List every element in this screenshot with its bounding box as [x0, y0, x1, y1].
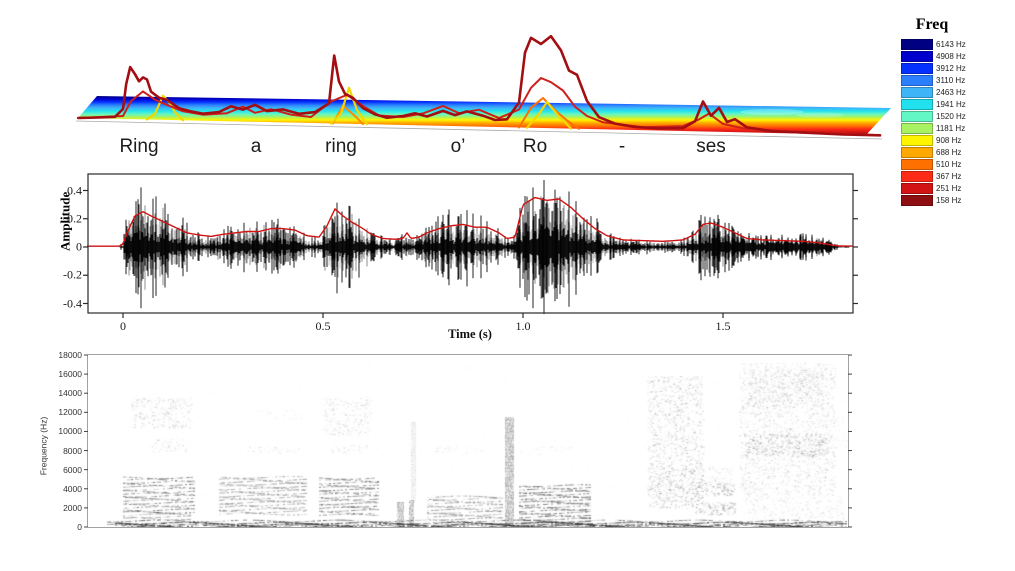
lyric-word: o’: [450, 136, 466, 157]
legend-item: 510 Hz: [901, 158, 966, 170]
legend-item: 367 Hz: [901, 170, 966, 182]
legend-color-swatch: [901, 50, 933, 62]
legend-item: 2463 Hz: [901, 86, 966, 98]
legend-color-swatch: [901, 98, 933, 110]
spectrogram-y-tick-label: 6000: [63, 464, 82, 475]
legend-item-label: 251 Hz: [936, 183, 962, 193]
lyric-word: Ro: [522, 136, 548, 157]
waveform-x-tick-label: 0: [120, 319, 126, 333]
waveform-x-axis-label: Time (s): [448, 327, 492, 341]
legend-item: 3912 Hz: [901, 62, 966, 74]
legend-items: 6143 Hz 4908 Hz 3912 Hz 3110 Hz 2463 Hz 1941 …: [901, 38, 966, 206]
lyric-word: ses: [696, 136, 726, 157]
spectrogram-y-axis-label: Frequency (Hz): [38, 416, 49, 476]
legend-color-swatch: [901, 86, 933, 98]
legend-item-label: 688 Hz: [936, 147, 962, 157]
legend-item-label: 1520 Hz: [936, 111, 966, 121]
legend-item-label: 510 Hz: [936, 159, 962, 169]
legend-color-swatch: [901, 134, 933, 146]
legend-item-label: 3912 Hz: [936, 63, 966, 73]
legend-item-label: 908 Hz: [936, 135, 962, 145]
legend-item: 1941 Hz: [901, 98, 966, 110]
legend-item: 688 Hz: [901, 146, 966, 158]
legend-color-swatch: [901, 170, 933, 182]
legend-color-swatch: [901, 74, 933, 86]
legend-item-label: 4908 Hz: [936, 51, 966, 61]
legend-color-swatch: [901, 122, 933, 134]
legend-color-swatch: [901, 158, 933, 170]
legend-item: 1520 Hz: [901, 110, 966, 122]
waveform-y-tick-label: 0.4: [67, 183, 82, 197]
spectrogram-y-tick-label: 12000: [58, 407, 82, 418]
spectrogram-y-tick-label: 14000: [58, 388, 82, 399]
spectrogram-y-tick-label: 10000: [58, 426, 82, 437]
waveform-x-tick-label: 0.5: [315, 319, 331, 333]
legend-item: 4908 Hz: [901, 50, 966, 62]
legend-item: 6143 Hz: [901, 38, 966, 50]
legend-color-swatch: [901, 146, 933, 158]
legend-item: 3110 Hz: [901, 74, 966, 86]
legend-item-label: 2463 Hz: [936, 87, 966, 97]
waveform-x-tick-label: 1.5: [715, 319, 731, 333]
waveform-x-tick-label: 1.0: [515, 319, 531, 333]
legend-color-swatch: [901, 38, 933, 50]
lyric-word: Ring: [119, 136, 159, 157]
legend-color-swatch: [901, 110, 933, 122]
spectrogram-y-tick-label: 0: [77, 522, 82, 532]
legend-color-swatch: [901, 194, 933, 206]
legend-item-label: 1181 Hz: [936, 123, 966, 133]
spectrogram-canvas: [88, 355, 848, 527]
waveform-y-tick-label: -0.4: [63, 296, 82, 310]
frequency-band-legend: Freq 6143 Hz 4908 Hz 3912 Hz 3110 Hz 2463 Hz…: [901, 16, 966, 206]
waveform-y-tick-label: 0.2: [67, 211, 82, 226]
legend-item-label: 1941 Hz: [936, 99, 966, 109]
legend-item-label: 158 Hz: [936, 195, 962, 205]
legend-item-label: 6143 Hz: [936, 39, 966, 49]
legend-item-label: 367 Hz: [936, 171, 962, 181]
spectrogram-y-tick-label: 4000: [63, 483, 82, 494]
waveform-y-tick-label: -0.2: [63, 267, 82, 282]
legend-item: 908 Hz: [901, 134, 966, 146]
legend-color-swatch: [901, 62, 933, 74]
lyric-word: -: [618, 136, 626, 157]
lyric-word: a: [250, 136, 262, 157]
lyric-word: ring: [325, 136, 357, 157]
legend-item: 1181 Hz: [901, 122, 966, 134]
legend-color-swatch: [901, 182, 933, 194]
spectrogram-y-tick-label: 2000: [63, 502, 82, 513]
waveform-y-tick-label: 0: [76, 239, 82, 254]
spectrogram-y-tick-label: 18000: [58, 350, 82, 360]
spectrogram-y-tick-label: 16000: [58, 369, 82, 380]
legend-item-label: 3110 Hz: [936, 75, 966, 85]
legend-item: 251 Hz: [901, 182, 966, 194]
legend-item: 158 Hz: [901, 194, 966, 206]
legend-title: Freq: [915, 16, 949, 33]
spectrogram-y-tick-label: 8000: [63, 445, 82, 456]
